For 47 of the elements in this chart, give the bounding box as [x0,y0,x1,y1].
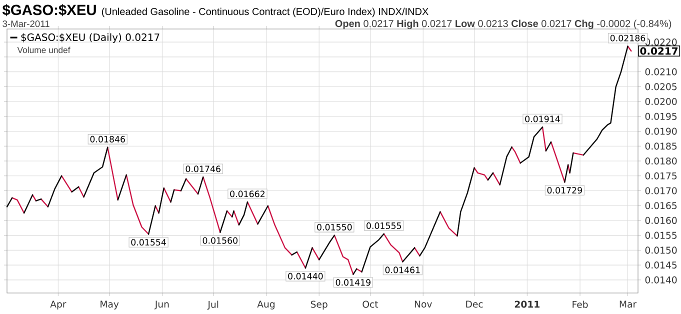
y-tick-label: 0.0155 [645,232,677,239]
y-tick-label: 0.0145 [645,262,677,269]
legend-label: $GASO:$XEU (Daily) 0.0217 [21,33,160,43]
annotation: 0.01461 [385,266,420,274]
x-tick-label: Mar [620,300,637,308]
x-tick-label: Jul [207,300,218,310]
x-tick-label: Aug [257,300,274,310]
y-tick-label: 0.0150 [645,246,677,254]
x-tick-label: Apr [50,300,66,310]
x-tick-label: Dec [466,300,483,308]
annotation: 0.01662 [230,190,265,198]
annotation: 0.0217 [640,47,678,55]
y-tick-label: 0.0165 [645,202,677,210]
y-tick-label: 0.0190 [645,128,677,135]
text: 3-Mar-2011 [2,20,50,28]
chart-title: $GASO:$XEU [2,4,96,16]
x-tick-label: May [100,300,119,310]
annotation: 0.01550 [317,224,352,230]
annotation: 0.02186 [610,34,646,42]
annotation: 0.01846 [90,136,125,142]
annotation: 0.01419 [336,279,370,286]
annotation: 0.01729 [547,186,582,194]
x-tick-label: Oct [362,300,378,308]
y-tick-label: 0.0180 [645,157,677,165]
y-tick-label: 0.0210 [645,68,677,76]
x-tick-label: Nov [414,300,432,308]
annotation: 0.01555 [366,222,402,229]
text: Open 0.0217 High 0.0217 Low 0.0213 Close 0.0217 Chg -0.0002 (-0.84%) [335,20,672,30]
y-tick-label: 0.0160 [645,216,677,224]
x-tick-label: Feb [572,300,588,308]
annotation: 0.01560 [202,237,238,244]
annotation: 0.01914 [525,116,560,122]
y-tick-label: 0.0195 [645,112,677,120]
y-tick-label: 0.0175 [645,172,677,180]
annotation: 0.01440 [288,272,323,280]
y-tick-label: 0.0200 [645,98,677,106]
annotation: Volume undef [17,46,70,54]
annotation: 0.01554 [131,239,166,246]
x-tick-label: Jun [154,300,169,310]
y-tick-label: 0.0170 [645,187,677,194]
x-tick-label: Sep [310,300,328,310]
y-tick-label: 0.0140 [645,276,677,284]
y-tick-label: 0.0185 [645,142,677,150]
y-tick-label: 0.0205 [645,83,677,90]
chart-subtitle: (Unleaded Gasoline - Continuous Contract (EOD)/Euro Index) INDX/INDX [102,8,428,18]
x-tick-label: 2011 [514,300,540,308]
annotation: 0.01746 [186,166,220,172]
